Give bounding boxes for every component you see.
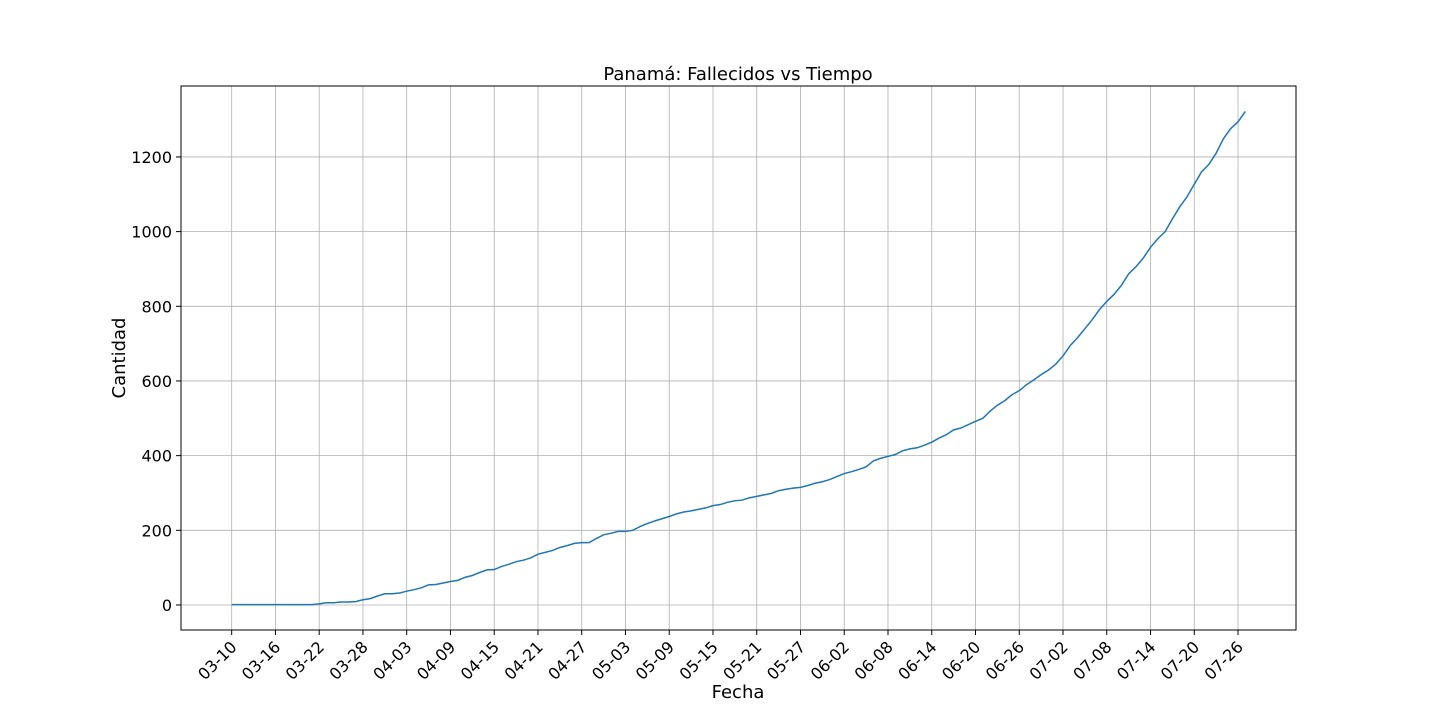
y-tick-label: 600 [141, 372, 172, 391]
x-tick-label: 07-08 [1069, 637, 1115, 683]
x-tick-label: 04-03 [369, 637, 415, 683]
plot-frame [180, 85, 1297, 631]
x-tick-label: 07-20 [1157, 637, 1203, 683]
x-tick-label: 07-14 [1113, 637, 1159, 683]
x-tick-label: 03-22 [282, 637, 328, 683]
y-tick-label: 400 [141, 447, 172, 466]
x-tick-label: 04-15 [457, 637, 503, 683]
y-tick-label: 800 [141, 297, 172, 316]
x-tick-label: 06-02 [807, 637, 853, 683]
x-tick-label: 05-27 [763, 637, 809, 683]
x-tick-label: 03-16 [238, 637, 284, 683]
y-axis-label: Cantidad [109, 318, 130, 399]
y-tick-label: 200 [141, 521, 172, 540]
y-tick-label: 1200 [131, 148, 172, 167]
x-tick-label: 03-10 [194, 637, 240, 683]
x-tick-label: 04-09 [413, 637, 459, 683]
y-tick-label: 1000 [131, 223, 172, 242]
chart-title: Panamá: Fallecidos vs Tiempo [603, 64, 872, 85]
data-line [231, 110, 1246, 606]
x-tick-label: 05-15 [675, 637, 721, 683]
x-tick-label: 06-20 [938, 637, 984, 683]
x-tick-label: 05-21 [719, 637, 765, 683]
x-tick-label: 05-03 [588, 637, 634, 683]
x-tick-label: 07-26 [1201, 637, 1247, 683]
y-tick-label: 0 [162, 596, 172, 615]
x-tick-label: 04-27 [544, 637, 590, 683]
x-tick-label: 06-26 [982, 637, 1028, 683]
x-tick-label: 05-09 [632, 637, 678, 683]
x-tick-label: 06-08 [851, 637, 897, 683]
x-tick-label: 04-21 [500, 637, 546, 683]
x-tick-label: 06-14 [894, 637, 940, 683]
x-tick-label: 07-02 [1026, 637, 1072, 683]
x-tick-label: 03-28 [325, 637, 371, 683]
x-axis-label: Fecha [712, 682, 765, 703]
